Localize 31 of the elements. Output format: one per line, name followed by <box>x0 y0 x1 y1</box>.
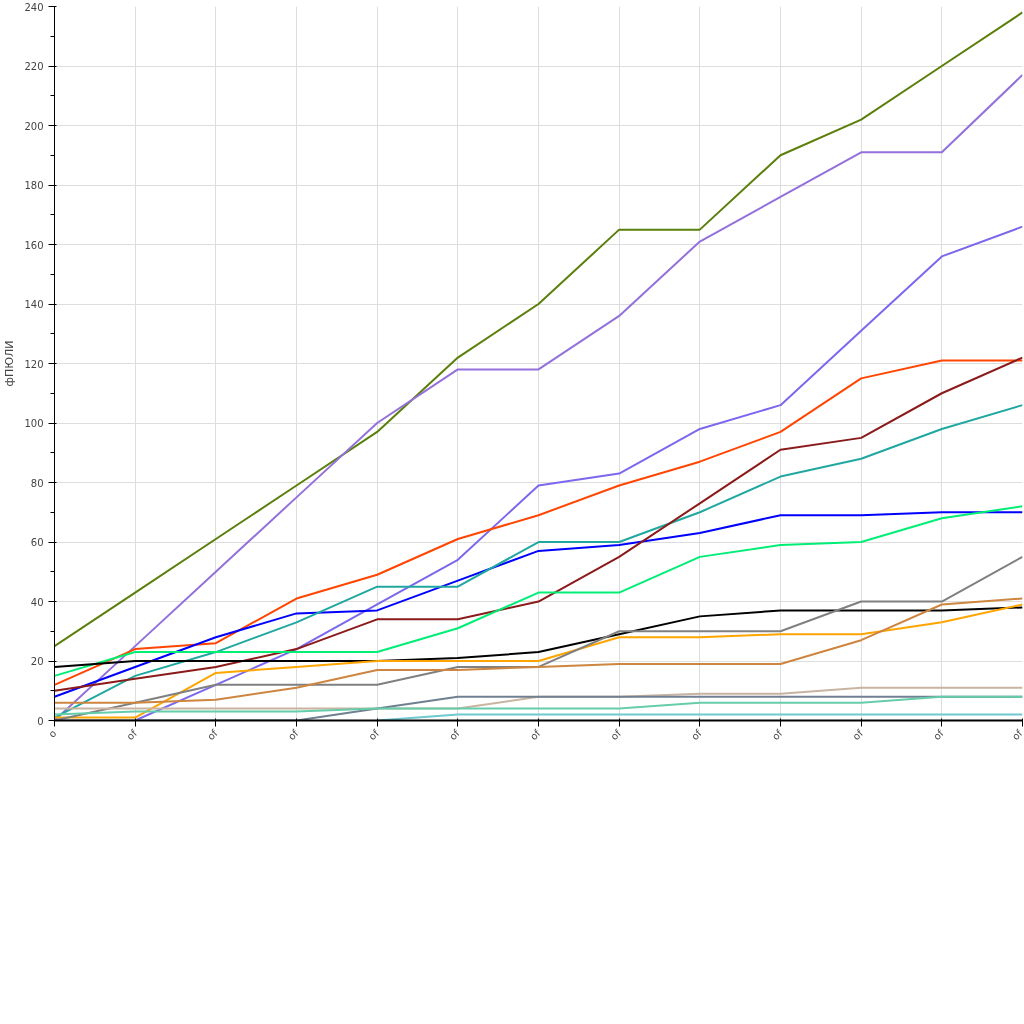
x-tick-label: of <box>689 727 705 743</box>
x-tick-label: of <box>285 727 301 743</box>
x-tick-label: o <box>46 727 59 740</box>
y-tick-label: 180 <box>24 180 44 191</box>
line-series <box>54 695 1023 716</box>
y-tick-label: 100 <box>24 418 44 429</box>
x-tick-label: of <box>608 727 624 743</box>
x-tick-label: of <box>124 727 140 743</box>
x-tick-label: of <box>850 727 866 743</box>
line-series <box>54 11 1023 648</box>
line-series <box>54 597 1023 704</box>
y-tick-label: 220 <box>24 61 44 72</box>
y-tick-label: 240 <box>24 1 44 13</box>
y-tick-label: 140 <box>24 299 44 310</box>
x-tick-label: of <box>1009 727 1024 743</box>
x-tick-label: of <box>769 727 785 743</box>
y-tick-label: 80 <box>30 477 44 489</box>
x-tick-label: of <box>205 727 221 743</box>
y-tick-label: 200 <box>24 120 44 132</box>
y-tick-label: 160 <box>24 239 44 251</box>
y-tick-label: 120 <box>24 358 44 370</box>
line-series <box>134 225 1023 721</box>
y-tick-label: 0 <box>37 715 44 727</box>
y-tick-label: 20 <box>30 656 44 667</box>
x-tick-label: of <box>931 727 947 743</box>
x-tick-label: of <box>366 727 382 743</box>
y-axis-title: фПЮЛИ <box>3 340 17 387</box>
y-tick-label: 60 <box>30 537 44 548</box>
x-tick-label: of <box>447 727 463 743</box>
y-tick-label: 40 <box>30 596 44 608</box>
x-tick-label: of <box>527 727 543 743</box>
